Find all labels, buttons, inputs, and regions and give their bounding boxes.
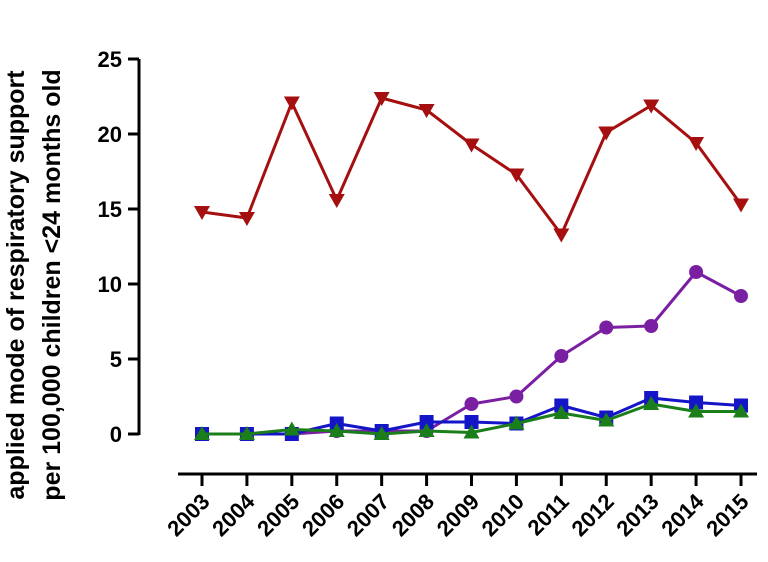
y-tick-label: 25 <box>98 47 122 72</box>
data-point <box>283 421 300 436</box>
data-point <box>598 412 615 427</box>
data-point <box>599 320 614 335</box>
x-tick-label: 2004 <box>207 488 260 541</box>
data-point <box>644 319 659 333</box>
data-point <box>238 426 255 440</box>
data-point <box>463 424 480 439</box>
x-tick-label: 2011 <box>522 489 573 540</box>
data-point <box>598 126 615 141</box>
data-point <box>328 194 345 208</box>
x-tick-label: 2014 <box>656 488 709 541</box>
data-point <box>553 405 570 419</box>
data-point <box>733 403 749 418</box>
y-axis-title-line-1: applied mode of respiratory support <box>2 70 30 500</box>
data-point <box>509 389 524 404</box>
x-tick-label: 2013 <box>611 489 663 541</box>
data-point <box>194 426 210 440</box>
x-ticks: 2003200420052006200720082009201020112012… <box>162 474 754 541</box>
x-tick-label: 2008 <box>387 489 439 541</box>
data-point <box>373 92 390 106</box>
data-point <box>554 349 569 363</box>
data-point <box>689 395 704 410</box>
x-tick-label: 2012 <box>566 489 618 541</box>
y-tick-label: 10 <box>98 272 122 297</box>
data-point <box>464 397 479 411</box>
data-point <box>688 403 705 418</box>
data-point <box>194 206 210 220</box>
y-ticks: 0 5 10 15 20 25 <box>98 47 139 447</box>
series-line <box>201 96 743 236</box>
x-tick-label: 2010 <box>477 489 529 541</box>
x-tick-label: 2005 <box>252 489 304 541</box>
data-point <box>418 104 435 118</box>
y-tick-label: 0 <box>110 422 122 447</box>
data-point <box>643 99 660 114</box>
y-tick-label: 15 <box>98 197 122 222</box>
x-tick-label: 2015 <box>701 489 753 541</box>
data-point <box>688 137 705 151</box>
series-layer <box>194 92 749 441</box>
data-point <box>463 138 480 153</box>
y-tick-label: 5 <box>110 347 122 372</box>
data-point <box>373 426 390 440</box>
data-point <box>418 423 435 437</box>
x-tick-label: 2006 <box>297 489 349 541</box>
series-triangle-down <box>194 92 749 243</box>
x-tick-label: 2009 <box>432 489 484 541</box>
x-tick-label: 2007 <box>342 489 394 541</box>
data-point <box>689 265 704 279</box>
series-triangle-up <box>194 396 749 440</box>
data-point <box>419 415 434 429</box>
series-circle <box>195 265 748 441</box>
data-point <box>283 96 300 111</box>
data-point <box>508 168 525 183</box>
y-tick-label: 20 <box>98 122 122 147</box>
data-point <box>553 228 570 243</box>
data-point <box>733 198 749 213</box>
data-point <box>238 212 255 226</box>
y-axis-title: applied mode of respiratory support per … <box>2 69 66 500</box>
data-point <box>734 289 748 303</box>
y-axis-title-line-2: per 100,000 children <24 months old <box>38 69 66 500</box>
data-point <box>464 415 479 429</box>
data-point <box>508 415 525 430</box>
x-tick-label: 2003 <box>162 489 214 541</box>
data-point <box>328 423 345 437</box>
data-point <box>643 396 660 410</box>
